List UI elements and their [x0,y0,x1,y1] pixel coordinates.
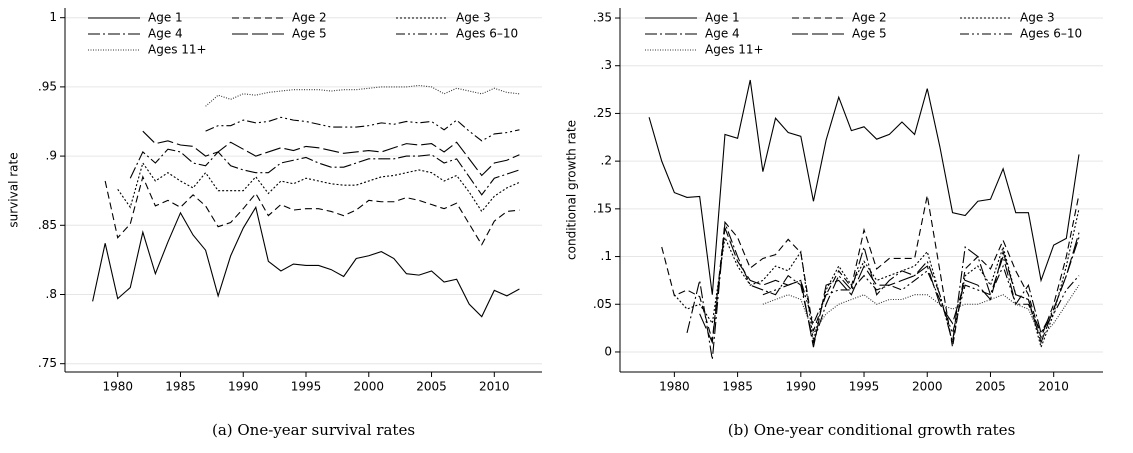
series-line [117,161,520,213]
series-line [104,175,520,246]
x-tick-label: 2000 [354,380,385,394]
x-tick-label: 1995 [291,380,322,394]
legend-label: Age 5 [292,27,327,41]
legend-label: Age 1 [148,11,183,25]
series-line [92,205,520,318]
legend-label: Age 2 [292,11,327,25]
caption: (a) One-year survival rates [212,421,415,439]
legend-label: Ages 6–10 [456,27,518,41]
y-tick-label: .3 [601,58,612,72]
x-tick-label: 2005 [975,380,1006,394]
series-line [673,208,1080,349]
y-tick-label: .05 [593,297,612,311]
y-tick-label: .85 [38,218,57,232]
x-tick-label: 2010 [1038,380,1069,394]
legend-label: Ages 11+ [705,43,764,57]
y-tick-label: .25 [593,106,612,120]
series-line [205,84,520,107]
legend-label: Age 3 [1020,11,1055,25]
x-tick-label: 1985 [165,380,196,394]
x-tick-label: 1980 [102,380,133,394]
caption: (b) One-year conditional growth rates [728,421,1016,439]
y-tick-label: .2 [601,154,612,168]
series-line [648,79,1080,295]
legend-label: Age 1 [705,11,740,25]
y-tick-label: 1 [49,10,57,24]
x-tick-label: 2000 [912,380,943,394]
y-tick-label: .15 [593,201,612,215]
series-line [129,148,520,196]
series-line [762,284,1080,339]
legend-label: Ages 11+ [148,43,207,57]
series-line [686,222,1080,360]
legend-label: Age 4 [705,27,740,41]
legend-label: Age 2 [852,11,887,25]
y-tick-label: .8 [46,287,57,301]
series-line [762,264,1080,335]
y-tick-label: .75 [38,356,57,370]
series-line [142,130,520,177]
series-line [205,116,520,142]
y-tick-label: .9 [46,149,57,163]
legend-label: Age 4 [148,27,183,41]
x-tick-label: 2010 [479,380,510,394]
legend-label: Age 5 [852,27,887,41]
y-tick-label: 0 [604,344,612,358]
y-axis-label: survival rate [7,152,21,227]
series-line [661,194,1080,348]
x-tick-label: 1990 [786,380,817,394]
x-tick-label: 1980 [659,380,690,394]
y-tick-label: .1 [601,249,612,263]
x-tick-label: 1990 [228,380,259,394]
y-axis-label: conditional growth rate [565,120,579,260]
x-tick-label: 2005 [416,380,447,394]
legend-label: Ages 6–10 [1020,27,1082,41]
x-tick-label: 1995 [849,380,880,394]
y-tick-label: .95 [38,79,57,93]
y-tick-label: .35 [593,11,612,25]
legend-label: Age 3 [456,11,491,25]
x-tick-label: 1985 [722,380,753,394]
